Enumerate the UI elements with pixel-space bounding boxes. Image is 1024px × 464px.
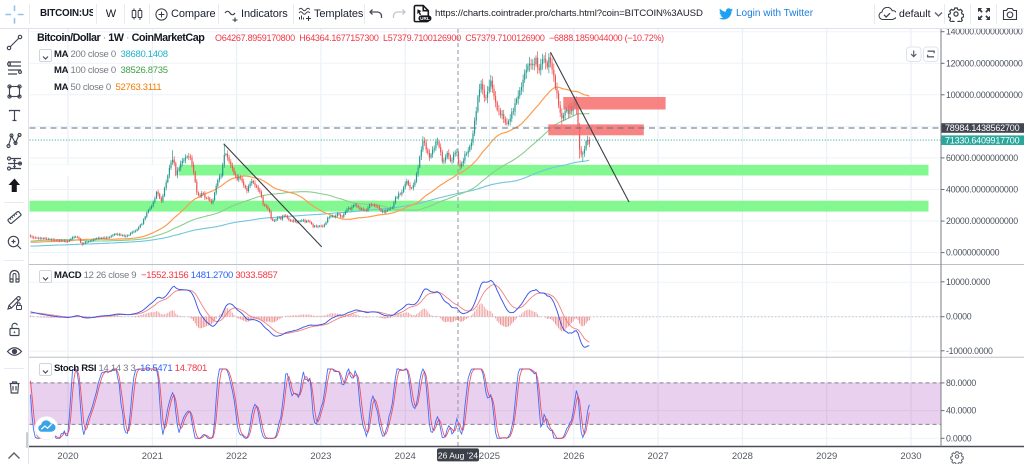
svg-text:140000.0000000000: 140000.0000000000 — [946, 27, 1023, 37]
svg-text:71330.6409917700: 71330.6409917700 — [945, 135, 1020, 145]
svg-text:26 Aug ’24: 26 Aug ’24 — [438, 450, 478, 460]
svg-text:2030: 2030 — [900, 451, 921, 462]
svg-text:80.0000: 80.0000 — [946, 378, 976, 388]
svg-text:2028: 2028 — [732, 451, 753, 462]
svg-text:2021: 2021 — [142, 451, 163, 462]
svg-text:2022: 2022 — [226, 451, 247, 462]
svg-text:100000.0000000000: 100000.0000000000 — [946, 90, 1023, 100]
svg-text:60000.0000000000: 60000.0000000000 — [946, 153, 1018, 163]
svg-text:2020: 2020 — [57, 451, 78, 462]
svg-text:40000.0000000000: 40000.0000000000 — [946, 185, 1018, 195]
svg-text:0.0000000000: 0.0000000000 — [946, 248, 1000, 258]
svg-text:2024: 2024 — [395, 451, 416, 462]
svg-text:20000.0000000000: 20000.0000000000 — [946, 216, 1018, 226]
svg-text:2027: 2027 — [648, 451, 669, 462]
svg-text:10000.0000: 10000.0000 — [946, 277, 990, 287]
svg-text:-10000.0000: -10000.0000 — [946, 346, 993, 356]
svg-text:URL: URL — [420, 16, 430, 21]
svg-text:0.0000: 0.0000 — [946, 433, 972, 443]
svg-text:120000.0000000000: 120000.0000000000 — [946, 58, 1023, 68]
svg-text:2029: 2029 — [816, 451, 837, 462]
svg-text:2023: 2023 — [310, 451, 331, 462]
svg-text:0.0000: 0.0000 — [946, 312, 972, 322]
svg-text:40.0000: 40.0000 — [946, 406, 976, 416]
svg-text:2025: 2025 — [479, 451, 500, 462]
svg-text:2026: 2026 — [563, 451, 584, 462]
svg-text:78984.1438562700: 78984.1438562700 — [945, 123, 1020, 133]
